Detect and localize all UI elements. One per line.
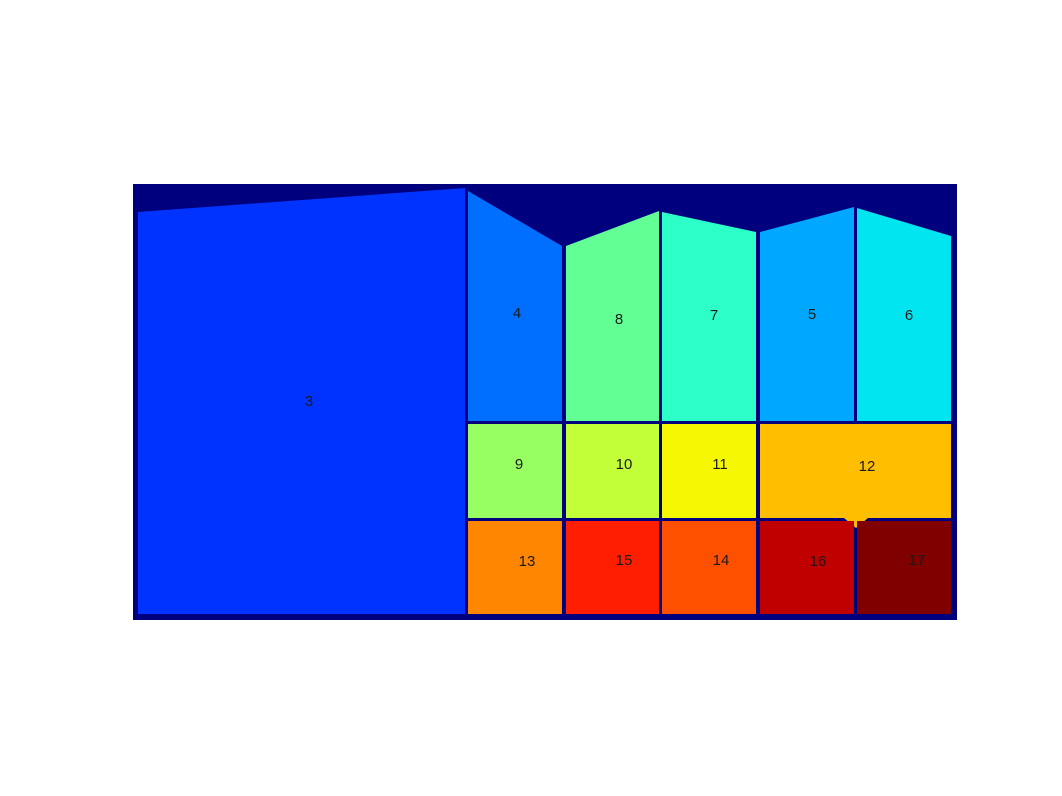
region-5-label: 5 [808, 306, 816, 323]
region-8 [566, 211, 659, 421]
region-13 [468, 521, 562, 614]
region-14-label: 14 [713, 552, 730, 569]
region-14 [662, 521, 756, 614]
region-17 [857, 521, 951, 614]
region-6 [857, 208, 951, 421]
region-4-label: 4 [513, 305, 521, 322]
region-5 [760, 207, 854, 421]
region-3-label: 3 [305, 393, 313, 410]
region-9 [468, 424, 562, 518]
region-15-label: 15 [616, 552, 633, 569]
region-11-label: 11 [712, 456, 728, 473]
region-16-label: 16 [810, 553, 827, 570]
region-12 [760, 424, 951, 528]
region-7 [662, 212, 756, 421]
region-10 [566, 424, 659, 518]
region-12-label: 12 [859, 458, 876, 475]
region-17-label: 17 [909, 552, 926, 569]
region-7-label: 7 [710, 307, 718, 324]
region-9-label: 9 [515, 456, 523, 473]
region-3 [138, 188, 465, 614]
region-13-label: 13 [519, 553, 536, 570]
region-16 [760, 521, 854, 614]
region-6-label: 6 [905, 307, 913, 324]
region-15 [566, 521, 659, 614]
region-10-label: 10 [616, 456, 633, 473]
region-11 [662, 424, 756, 518]
region-8-label: 8 [615, 311, 623, 328]
region-4 [468, 191, 562, 421]
